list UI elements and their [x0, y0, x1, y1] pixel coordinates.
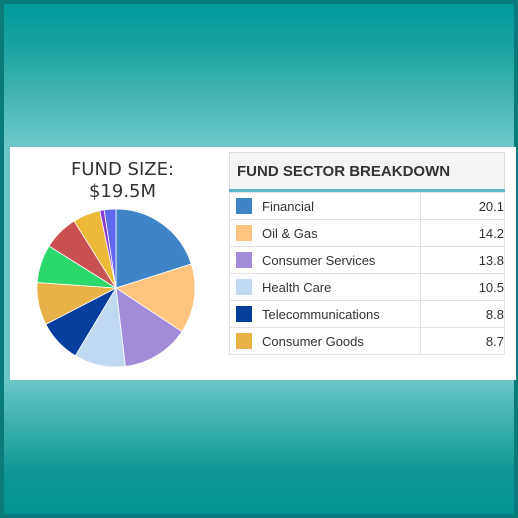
pie-slice — [103, 208, 117, 289]
sector-name: Financial — [262, 198, 315, 214]
fund-size-label: FUND SIZE: — [70, 159, 175, 180]
sector-row: Health Care 10.5 — [229, 273, 505, 301]
fund-size: FUND SIZE: $19.5M — [50, 159, 195, 203]
sector-value: 8.7 — [420, 327, 505, 355]
sector-name-cell: Health Care — [229, 273, 421, 301]
sector-color-swatch — [236, 279, 252, 296]
sector-value: 8.8 — [420, 300, 505, 328]
sector-name-cell: Telecommunications — [229, 300, 421, 328]
sector-row: Consumer Goods 8.7 — [229, 327, 505, 355]
sector-color-swatch — [236, 333, 252, 350]
sector-row: Consumer Services 13.8 — [229, 246, 505, 274]
sector-pie-chart — [36, 208, 196, 368]
sector-name: Consumer Services — [262, 252, 376, 268]
sector-name-cell: Financial — [229, 192, 421, 220]
sector-name: Telecommunications — [262, 306, 380, 322]
sector-color-swatch — [236, 198, 252, 215]
sector-table: Financial 20.1 Oil & Gas 14.2 Consumer Servi… — [229, 192, 505, 355]
sector-name: Oil & Gas — [262, 225, 318, 241]
sector-name: Health Care — [262, 279, 332, 295]
pie-slice — [115, 263, 196, 333]
sector-value: 14.2 — [420, 219, 505, 247]
sector-name: Consumer Goods — [262, 333, 364, 349]
sector-name-cell: Consumer Services — [229, 246, 421, 274]
sector-row: Oil & Gas 14.2 — [229, 219, 505, 247]
sector-name-cell: Consumer Goods — [229, 327, 421, 355]
pie-slice — [115, 287, 183, 367]
title-underline — [229, 189, 505, 192]
fund-size-value: $19.5M — [88, 181, 157, 202]
sector-value: 20.1 — [420, 192, 505, 220]
sector-value: 10.5 — [420, 273, 505, 301]
sector-breakdown-table: FUND SECTOR BREAKDOWN Financial 20.1 Oil &… — [229, 152, 505, 355]
sector-row: Telecommunications 8.8 — [229, 300, 505, 328]
fund-panel: FUND SIZE: $19.5M FUND SECTOR BREAKDOWN … — [10, 147, 516, 380]
sector-row: Financial 20.1 — [229, 192, 505, 220]
sector-name-cell: Oil & Gas — [229, 219, 421, 247]
sector-value: 13.8 — [420, 246, 505, 274]
pie-slice — [115, 208, 192, 289]
sector-color-swatch — [236, 306, 252, 323]
sector-color-swatch — [236, 252, 252, 269]
sector-color-swatch — [236, 225, 252, 242]
sector-breakdown-title: FUND SECTOR BREAKDOWN — [229, 152, 505, 189]
